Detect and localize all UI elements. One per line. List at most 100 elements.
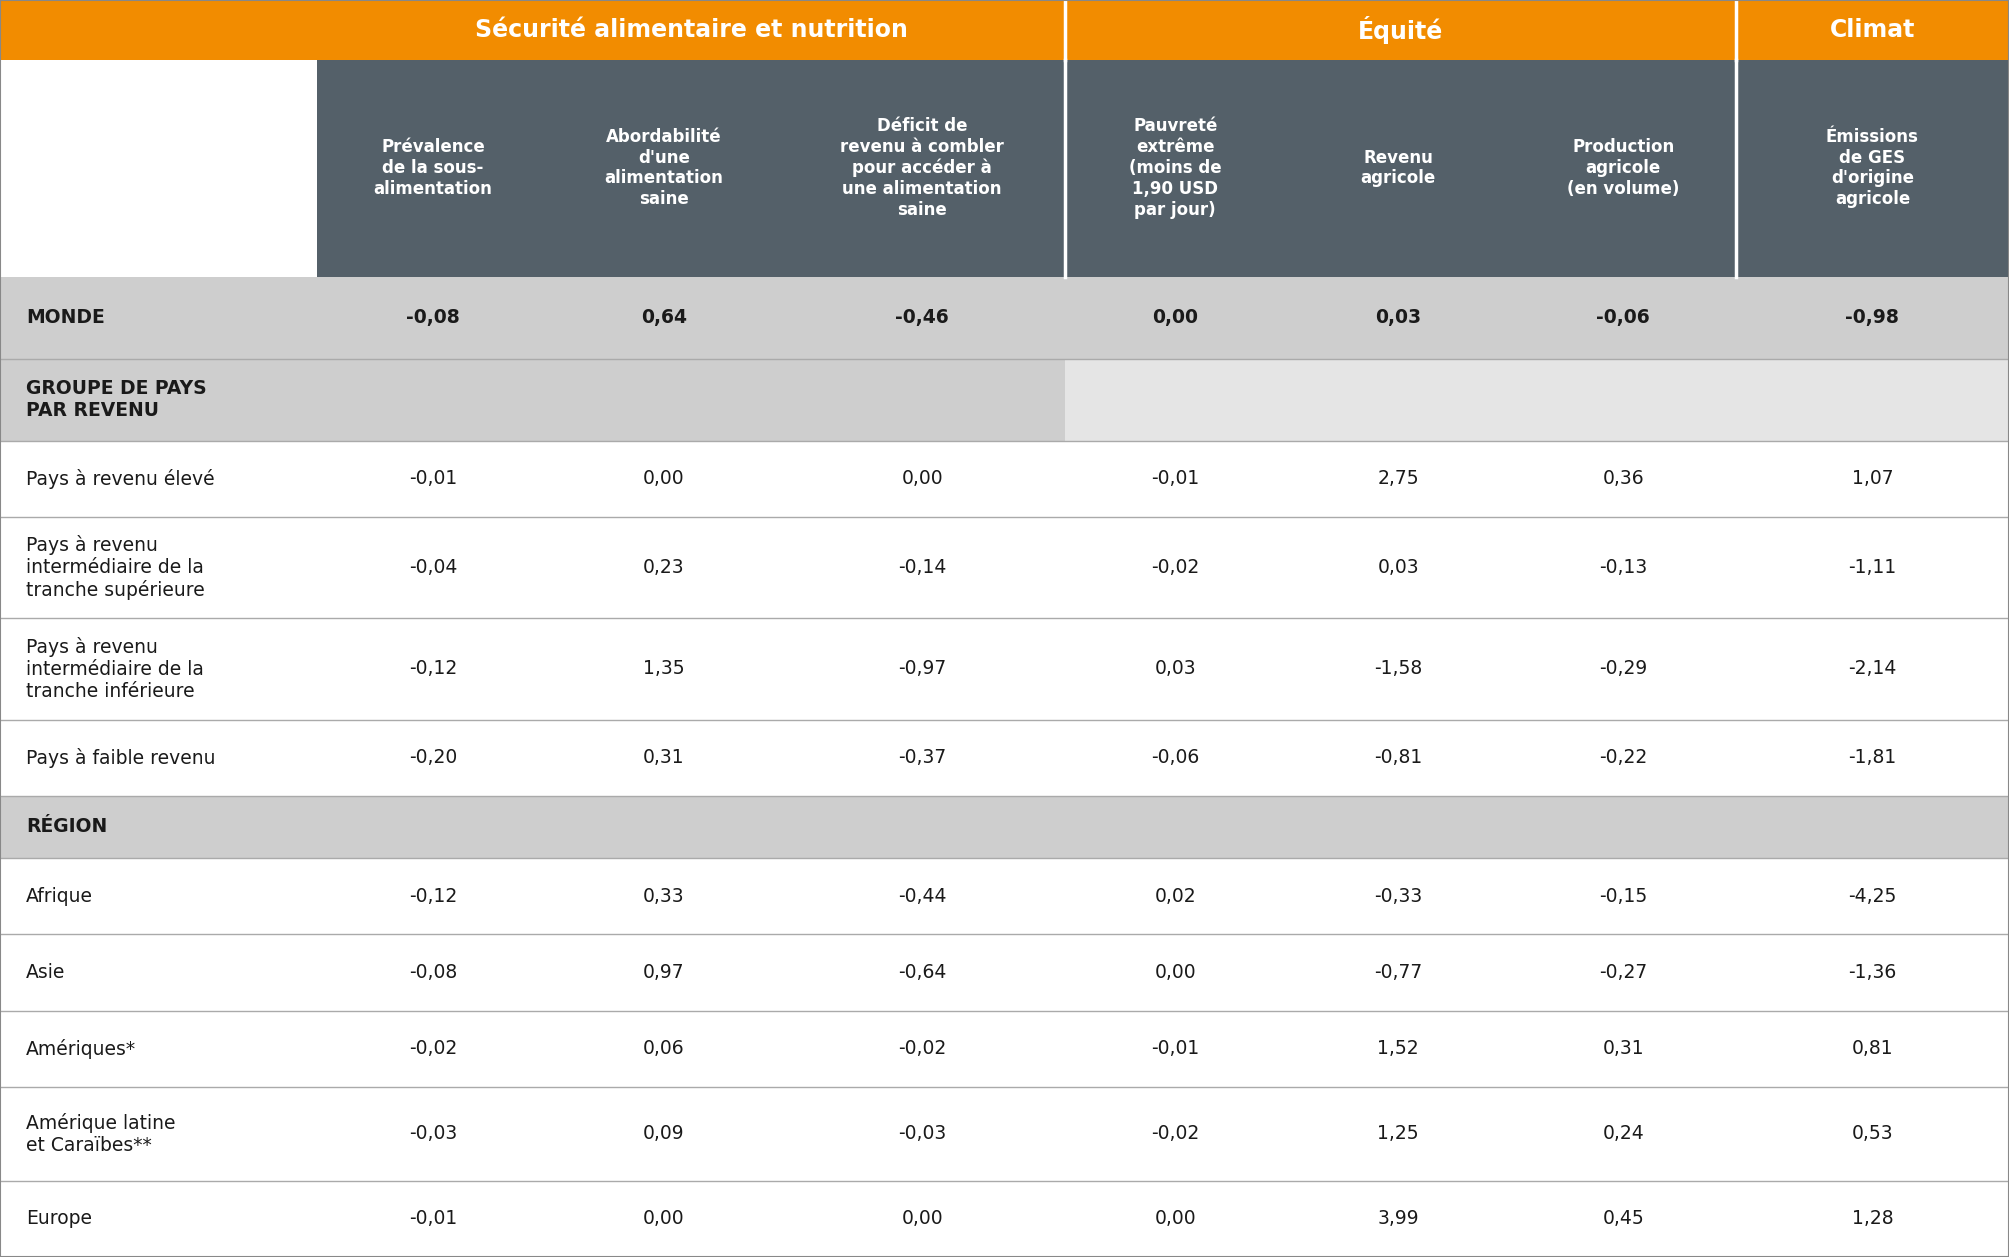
Text: -0,22: -0,22 bbox=[1599, 748, 1647, 767]
Text: GROUPE DE PAYS
PAR REVENU: GROUPE DE PAYS PAR REVENU bbox=[26, 380, 207, 420]
Text: -0,02: -0,02 bbox=[898, 1040, 946, 1058]
Text: 0,97: 0,97 bbox=[643, 963, 685, 982]
Text: Pays à revenu
intermédiaire de la
tranche inférieure: Pays à revenu intermédiaire de la tranch… bbox=[26, 637, 205, 701]
Text: 0,06: 0,06 bbox=[643, 1040, 685, 1058]
Text: -0,14: -0,14 bbox=[898, 558, 946, 577]
Text: -0,20: -0,20 bbox=[408, 748, 458, 767]
Text: Production
agricole
(en volume): Production agricole (en volume) bbox=[1567, 138, 1680, 197]
Text: -0,06: -0,06 bbox=[1151, 748, 1199, 767]
Text: -0,81: -0,81 bbox=[1374, 748, 1422, 767]
Text: 0,00: 0,00 bbox=[643, 469, 685, 489]
Bar bbox=[0, 358, 2009, 441]
Text: -0,01: -0,01 bbox=[408, 469, 458, 489]
Text: Sécurité alimentaire et nutrition: Sécurité alimentaire et nutrition bbox=[474, 18, 908, 41]
Bar bbox=[1736, 59, 2009, 277]
Text: 0,24: 0,24 bbox=[1603, 1124, 1643, 1144]
Text: -1,36: -1,36 bbox=[1848, 963, 1896, 982]
Text: -0,98: -0,98 bbox=[1846, 308, 1899, 327]
Text: 0,03: 0,03 bbox=[1378, 558, 1418, 577]
Bar bbox=[0, 1180, 2009, 1257]
Text: Pauvreté
extrême
(moins de
1,90 USD
par jour): Pauvreté extrême (moins de 1,90 USD par … bbox=[1129, 117, 1221, 219]
Bar bbox=[1065, 358, 2009, 441]
Text: 0,00: 0,00 bbox=[902, 1209, 942, 1228]
Text: Abordabilité
d'une
alimentation
saine: Abordabilité d'une alimentation saine bbox=[605, 128, 723, 209]
Text: -0,01: -0,01 bbox=[408, 1209, 458, 1228]
Text: 0,31: 0,31 bbox=[643, 748, 685, 767]
Text: 3,99: 3,99 bbox=[1378, 1209, 1418, 1228]
Text: RÉGION: RÉGION bbox=[26, 817, 106, 836]
Text: 0,09: 0,09 bbox=[643, 1124, 685, 1144]
Text: 0,36: 0,36 bbox=[1603, 469, 1643, 489]
Text: 1,52: 1,52 bbox=[1378, 1040, 1418, 1058]
Bar bbox=[0, 1011, 2009, 1087]
Text: -0,08: -0,08 bbox=[406, 308, 460, 327]
Text: Asie: Asie bbox=[26, 963, 66, 982]
Text: -0,29: -0,29 bbox=[1599, 660, 1647, 679]
Bar bbox=[0, 0, 2009, 59]
Text: 0,81: 0,81 bbox=[1852, 1040, 1892, 1058]
Text: -0,44: -0,44 bbox=[898, 886, 946, 905]
Text: 0,64: 0,64 bbox=[641, 308, 687, 327]
Text: Pays à revenu élevé: Pays à revenu élevé bbox=[26, 469, 215, 489]
Text: 0,23: 0,23 bbox=[643, 558, 685, 577]
Text: Climat: Climat bbox=[1830, 18, 1915, 41]
Bar bbox=[0, 857, 2009, 934]
Bar bbox=[1065, 59, 1736, 277]
Text: -0,77: -0,77 bbox=[1374, 963, 1422, 982]
Text: -0,46: -0,46 bbox=[896, 308, 948, 327]
Text: 0,45: 0,45 bbox=[1603, 1209, 1643, 1228]
Text: Europe: Europe bbox=[26, 1209, 92, 1228]
Text: -0,33: -0,33 bbox=[1374, 886, 1422, 905]
Text: -0,13: -0,13 bbox=[1599, 558, 1647, 577]
Text: -2,14: -2,14 bbox=[1848, 660, 1896, 679]
Text: 0,53: 0,53 bbox=[1852, 1124, 1892, 1144]
Text: -0,27: -0,27 bbox=[1599, 963, 1647, 982]
Bar bbox=[0, 618, 2009, 719]
Text: -0,03: -0,03 bbox=[408, 1124, 458, 1144]
Text: Prévalence
de la sous-
alimentation: Prévalence de la sous- alimentation bbox=[374, 138, 492, 197]
Text: 0,03: 0,03 bbox=[1376, 308, 1420, 327]
Text: -0,12: -0,12 bbox=[408, 886, 458, 905]
Bar bbox=[317, 59, 1065, 277]
Text: Afrique: Afrique bbox=[26, 886, 92, 905]
Bar bbox=[0, 517, 2009, 618]
Text: -0,02: -0,02 bbox=[1151, 558, 1199, 577]
Text: -1,81: -1,81 bbox=[1848, 748, 1896, 767]
Text: 1,28: 1,28 bbox=[1852, 1209, 1892, 1228]
Text: 0,00: 0,00 bbox=[1153, 308, 1197, 327]
Text: 0,03: 0,03 bbox=[1155, 660, 1195, 679]
Text: MONDE: MONDE bbox=[26, 308, 104, 327]
Text: -0,04: -0,04 bbox=[408, 558, 458, 577]
Text: -1,11: -1,11 bbox=[1848, 558, 1896, 577]
Bar bbox=[0, 59, 317, 277]
Bar bbox=[0, 358, 1065, 441]
Text: 1,35: 1,35 bbox=[643, 660, 685, 679]
Text: -0,64: -0,64 bbox=[898, 963, 946, 982]
Text: 0,02: 0,02 bbox=[1155, 886, 1195, 905]
Bar bbox=[0, 934, 2009, 1011]
Text: -0,01: -0,01 bbox=[1151, 1040, 1199, 1058]
Text: 0,00: 0,00 bbox=[643, 1209, 685, 1228]
Text: -0,01: -0,01 bbox=[1151, 469, 1199, 489]
Text: 0,00: 0,00 bbox=[1155, 963, 1195, 982]
Text: 0,31: 0,31 bbox=[1603, 1040, 1643, 1058]
Text: -0,12: -0,12 bbox=[408, 660, 458, 679]
Bar bbox=[0, 1087, 2009, 1180]
Text: Déficit de
revenu à combler
pour accéder à
une alimentation
saine: Déficit de revenu à combler pour accéder… bbox=[840, 117, 1004, 219]
Text: -0,97: -0,97 bbox=[898, 660, 946, 679]
Text: -4,25: -4,25 bbox=[1848, 886, 1896, 905]
Bar bbox=[0, 796, 2009, 857]
Text: -0,15: -0,15 bbox=[1599, 886, 1647, 905]
Text: Émissions
de GES
d'origine
agricole: Émissions de GES d'origine agricole bbox=[1826, 128, 1919, 209]
Text: -1,58: -1,58 bbox=[1374, 660, 1422, 679]
Text: Amérique latine
et Caraïbes**: Amérique latine et Caraïbes** bbox=[26, 1112, 175, 1155]
Text: Pays à revenu
intermédiaire de la
tranche supérieure: Pays à revenu intermédiaire de la tranch… bbox=[26, 535, 205, 601]
Text: Amériques*: Amériques* bbox=[26, 1040, 137, 1058]
Text: 0,00: 0,00 bbox=[902, 469, 942, 489]
Bar bbox=[0, 441, 2009, 517]
Text: Pays à faible revenu: Pays à faible revenu bbox=[26, 748, 215, 768]
Bar bbox=[0, 719, 2009, 796]
Text: Revenu
agricole: Revenu agricole bbox=[1360, 148, 1436, 187]
Text: 2,75: 2,75 bbox=[1378, 469, 1418, 489]
Text: -0,37: -0,37 bbox=[898, 748, 946, 767]
